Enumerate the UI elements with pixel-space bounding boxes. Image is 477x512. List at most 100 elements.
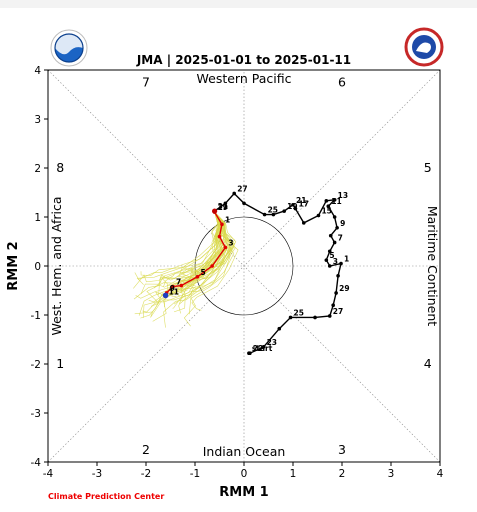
ensemble-line <box>134 211 221 280</box>
y-tick-label: 2 <box>34 163 41 175</box>
observed-series-label: 7 <box>338 233 343 242</box>
noaa-logo <box>50 29 88 67</box>
nws-logo <box>404 27 444 67</box>
observed-series-label: start <box>252 344 273 353</box>
observed-series-point <box>282 209 286 213</box>
observed-series-label: 27 <box>237 184 247 193</box>
x-tick-label: -4 <box>43 468 54 480</box>
forecast-mean-series-point <box>220 222 224 227</box>
x-tick-label: -1 <box>190 468 200 480</box>
x-tick-label: 3 <box>388 468 395 480</box>
y-tick-label: -2 <box>31 359 41 371</box>
phase-label: 7 <box>142 74 150 89</box>
y-tick-label: -4 <box>31 457 42 469</box>
y-tick-label: 4 <box>34 65 41 77</box>
ensemble-members <box>133 211 239 328</box>
observed-series-point <box>339 261 343 266</box>
observed-series-point <box>331 303 335 308</box>
observed-series-label: 19 <box>287 202 297 211</box>
forecast-mean-series-point <box>210 264 214 268</box>
x-tick-label: 4 <box>437 468 444 480</box>
ensemble-line <box>135 212 221 299</box>
observed-series-label: 1 <box>344 255 349 264</box>
observed-series-label: 23 <box>267 338 277 347</box>
credit-label: Climate Prediction Center <box>48 492 164 501</box>
observed-series-point <box>313 315 317 320</box>
observed-series-point <box>327 314 332 318</box>
phase-label: 3 <box>338 442 346 457</box>
ensemble-line <box>150 212 221 318</box>
y-tick-label: -1 <box>31 310 41 322</box>
x-tick-label: 2 <box>339 468 346 480</box>
ensemble-line <box>171 211 228 297</box>
observed-series-point <box>271 212 276 217</box>
ensemble-line <box>146 211 223 302</box>
x-tick-label: -3 <box>92 468 102 480</box>
observed-series-point <box>332 240 337 245</box>
observed-series-point <box>332 198 337 202</box>
y-axis-label: RMM 2 <box>6 241 21 290</box>
region-label-top: Western Pacific <box>197 71 292 86</box>
observed-series-point <box>316 213 321 218</box>
x-tick-label: 0 <box>241 468 248 480</box>
observed-series-label: 13 <box>338 191 348 200</box>
forecast-start-marker <box>212 208 218 214</box>
phase-label: 4 <box>424 356 432 371</box>
ensemble-line <box>173 211 231 313</box>
observed-series <box>214 192 342 354</box>
observed-series-label: 17 <box>298 200 308 209</box>
observed-series-point <box>223 201 228 206</box>
observed-series-point <box>248 351 252 356</box>
ensemble-line <box>158 211 222 296</box>
observed-series-point <box>262 212 267 217</box>
observed-series-point <box>242 201 246 206</box>
observed-series-point <box>332 215 337 219</box>
y-tick-label: 3 <box>34 114 41 126</box>
observed-series-point <box>328 233 333 238</box>
region-label-bottom: Indian Ocean <box>203 444 286 459</box>
forecast-end-marker <box>162 292 169 299</box>
observed-series-point <box>288 315 293 320</box>
observed-series-label: 27 <box>333 307 343 316</box>
ensemble-line <box>183 211 231 327</box>
forecast-mean-series-label: 29 <box>218 203 228 212</box>
ensemble-line <box>136 211 220 285</box>
observed-series-label: 11 <box>331 197 341 206</box>
phase-label: 1 <box>56 356 64 371</box>
observed-series-label: 25 <box>294 308 304 317</box>
forecast-mean-series-point <box>223 245 228 250</box>
observed-series-point <box>293 206 298 211</box>
ensemble-line <box>154 211 224 298</box>
chart-title: JMA | 2025-01-01 to 2025-01-11 <box>136 53 351 67</box>
observed-series-label: 31 <box>218 202 228 211</box>
observed-series-point <box>327 264 332 268</box>
forecast-mean-series-label: 7 <box>176 278 181 287</box>
phase-label: 2 <box>142 442 150 457</box>
top-strip <box>0 0 477 8</box>
observed-series-label: 29 <box>339 284 349 293</box>
observed-series-point <box>326 204 331 209</box>
observed-series-point <box>335 225 339 230</box>
region-label-right: Maritime Continent <box>425 206 440 326</box>
observed-series-point <box>324 199 329 203</box>
phase-label: 5 <box>424 160 432 175</box>
observed-series-point <box>232 191 236 196</box>
ensemble-line <box>178 211 233 314</box>
observed-series-point <box>291 202 295 207</box>
forecast-mean-series-point <box>217 234 222 239</box>
observed-series-point <box>336 274 340 278</box>
observed-series-point <box>327 249 332 254</box>
observed-series-point <box>334 291 338 295</box>
observed-series-label: 21 <box>296 196 306 205</box>
observed-series-point <box>261 345 266 349</box>
observed-series-label: 15 <box>321 207 331 216</box>
forecast-mean-series-label: 11 <box>169 287 179 296</box>
observed-series-point <box>277 326 282 331</box>
x-axis-label: RMM 1 <box>219 485 268 500</box>
forecast-mean-series-point <box>179 283 184 288</box>
phase-label: 6 <box>338 74 346 89</box>
forecast-mean-series <box>164 211 227 297</box>
observed-series-point <box>324 258 329 262</box>
